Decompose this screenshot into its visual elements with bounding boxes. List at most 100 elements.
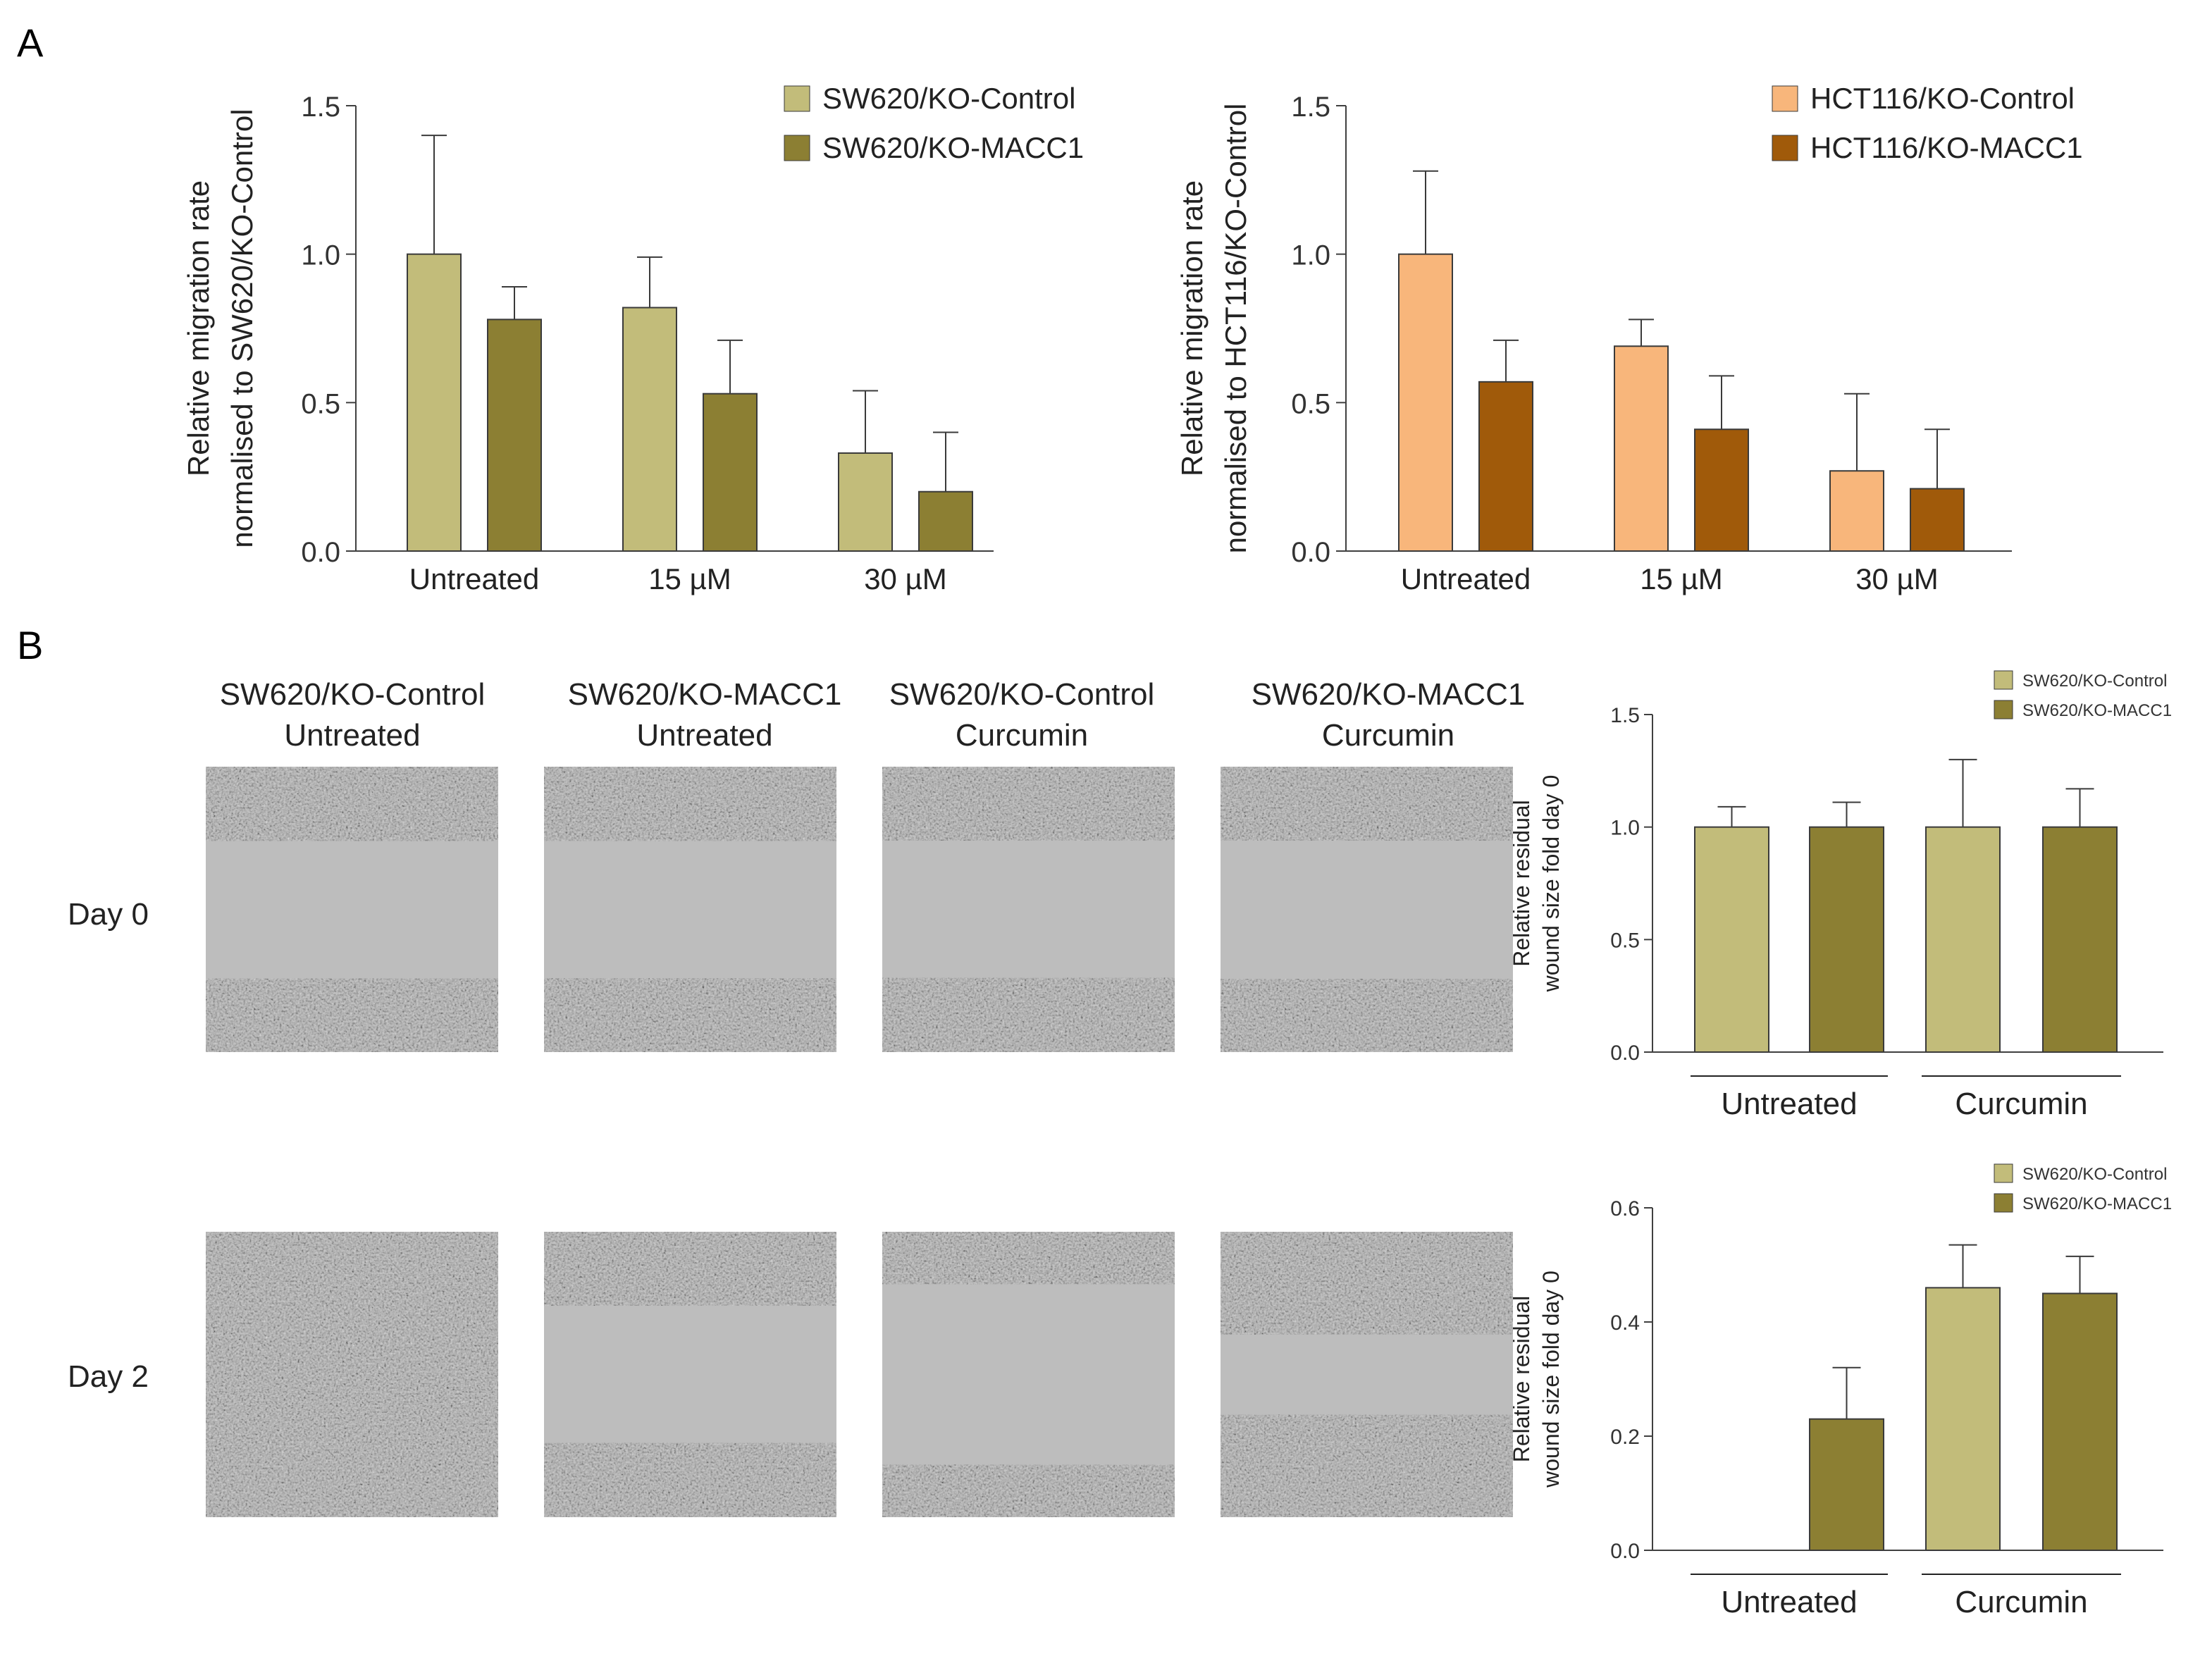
column-2-line2: Untreated xyxy=(636,718,772,753)
bar xyxy=(2042,1292,2118,1551)
panel-b-column-headers: SW620/KO-Control Untreated SW620/KO-MACC… xyxy=(220,677,1526,753)
panel-a-label: A xyxy=(17,20,44,65)
row-label-day2: Day 2 xyxy=(68,1359,149,1394)
legend-swatch xyxy=(1772,135,1798,161)
bar xyxy=(1478,381,1533,552)
x-tick-label: 30 µM xyxy=(1855,562,1939,595)
legend-swatch xyxy=(1994,1163,2013,1183)
cell-layer-top xyxy=(1221,767,1513,841)
y-axis-label: Relative migration rate xyxy=(1175,180,1209,476)
legend-label: SW620/KO-MACC1 xyxy=(2022,1194,2172,1213)
y-tick-label: 0.0 xyxy=(1610,1042,1640,1065)
group-label: Curcumin xyxy=(1955,1087,2087,1121)
bar xyxy=(1694,826,1769,1053)
column-1-line1: SW620/KO-Control xyxy=(220,677,486,712)
row-label-day0: Day 0 xyxy=(68,897,149,932)
cell-layer-bottom xyxy=(882,1464,1175,1517)
legend-swatch xyxy=(1994,670,2013,690)
x-tick-label: Untreated xyxy=(409,562,539,595)
bar xyxy=(1910,488,1965,552)
group-label: Curcumin xyxy=(1955,1585,2087,1619)
y-tick-label: 0.6 xyxy=(1610,1197,1640,1221)
y-tick-label: 0.5 xyxy=(301,388,340,419)
micro-image-day0-col4 xyxy=(1221,767,1513,1052)
y-tick-label: 1.0 xyxy=(1610,817,1640,840)
cell-layer-bottom xyxy=(544,1442,836,1517)
bar xyxy=(1809,826,1884,1053)
cell-layer-bottom xyxy=(544,978,836,1052)
chart-a-right: 0.0 0.5 1.0 1.5 Relative migration rate norma… xyxy=(1175,82,2083,595)
micro-image-day2-col1 xyxy=(206,1232,498,1517)
y-tick-label: 1.0 xyxy=(301,240,340,271)
cell-layer-bottom xyxy=(1221,1414,1513,1517)
panel-b-label: B xyxy=(17,623,43,667)
group-label: Untreated xyxy=(1721,1087,1857,1121)
cell-layer-bottom xyxy=(206,978,498,1052)
y-axis-label: wound size fold day 0 xyxy=(1538,1271,1564,1488)
legend-swatch xyxy=(1772,85,1798,112)
cell-layer-top xyxy=(206,767,498,841)
micro-image-day0-col2 xyxy=(544,767,836,1052)
group-label: Untreated xyxy=(1721,1585,1857,1619)
legend-label: HCT116/KO-Control xyxy=(1810,82,2075,115)
y-tick-label: 0.0 xyxy=(1291,537,1330,568)
cell-layer-bottom xyxy=(1221,979,1513,1052)
column-3-line2: Curcumin xyxy=(956,718,1088,753)
y-tick-label: 0.4 xyxy=(1610,1311,1640,1335)
bar xyxy=(622,307,677,552)
cell-layer-top xyxy=(1221,1232,1513,1335)
y-tick-label: 0.0 xyxy=(1610,1540,1640,1563)
bar xyxy=(1925,826,2001,1053)
legend-label: SW620/KO-MACC1 xyxy=(822,131,1084,164)
column-1-line2: Untreated xyxy=(284,718,420,753)
legend-label: SW620/KO-Control xyxy=(2022,672,2167,691)
micro-image-day0-col3 xyxy=(882,767,1175,1052)
legend-swatch xyxy=(784,135,810,161)
y-tick-label: 1.5 xyxy=(1291,92,1330,123)
bar xyxy=(487,319,542,552)
microscopy-images xyxy=(206,767,1513,1517)
bar xyxy=(1398,253,1453,552)
y-axis-label: wound size fold day 0 xyxy=(1538,775,1564,993)
bar xyxy=(918,490,973,552)
y-tick-label: 1.5 xyxy=(1610,704,1640,727)
x-tick-label: 15 µM xyxy=(1640,562,1723,595)
column-3-line1: SW620/KO-Control xyxy=(889,677,1155,712)
bar xyxy=(1809,1418,1884,1551)
y-tick-label: 0.0 xyxy=(301,537,340,568)
bar xyxy=(407,253,462,552)
legend-swatch xyxy=(784,85,810,112)
y-tick-label: 1.0 xyxy=(1291,240,1330,271)
bar xyxy=(703,393,758,552)
bar xyxy=(2042,826,2118,1053)
column-4-line1: SW620/KO-MACC1 xyxy=(1252,677,1526,712)
legend-swatch xyxy=(1994,700,2013,719)
bar xyxy=(838,452,893,552)
y-tick-label: 0.2 xyxy=(1610,1426,1640,1449)
y-tick-label: 0.5 xyxy=(1610,929,1640,952)
micro-image-day2-col2 xyxy=(544,1232,836,1517)
y-tick-label: 1.5 xyxy=(301,92,340,123)
bar xyxy=(1829,470,1884,552)
y-axis-label: Relative migration rate xyxy=(182,180,215,476)
legend-label: SW620/KO-MACC1 xyxy=(2022,701,2172,720)
column-2-line1: SW620/KO-MACC1 xyxy=(568,677,842,712)
y-axis-label: normalised to SW620/KO-Control xyxy=(225,109,259,548)
column-4-line2: Curcumin xyxy=(1322,718,1454,753)
legend-swatch xyxy=(1994,1193,2013,1213)
micro-image-day2-col3 xyxy=(882,1232,1175,1517)
legend-label: SW620/KO-Control xyxy=(2022,1165,2167,1184)
x-tick-label: Untreated xyxy=(1401,562,1531,595)
cell-layer xyxy=(206,1232,498,1517)
legend-label: SW620/KO-Control xyxy=(822,82,1075,115)
cell-layer-top xyxy=(544,767,836,841)
legend-label: HCT116/KO-MACC1 xyxy=(1810,131,2083,164)
micro-image-day2-col4 xyxy=(1221,1232,1513,1517)
cell-layer-top xyxy=(882,1232,1175,1285)
chart-a-left: 0.0 0.5 1.0 1.5 Relative migration rate norma… xyxy=(182,82,1084,595)
y-tick-label: 0.5 xyxy=(1291,388,1330,419)
bar xyxy=(1925,1287,2001,1552)
